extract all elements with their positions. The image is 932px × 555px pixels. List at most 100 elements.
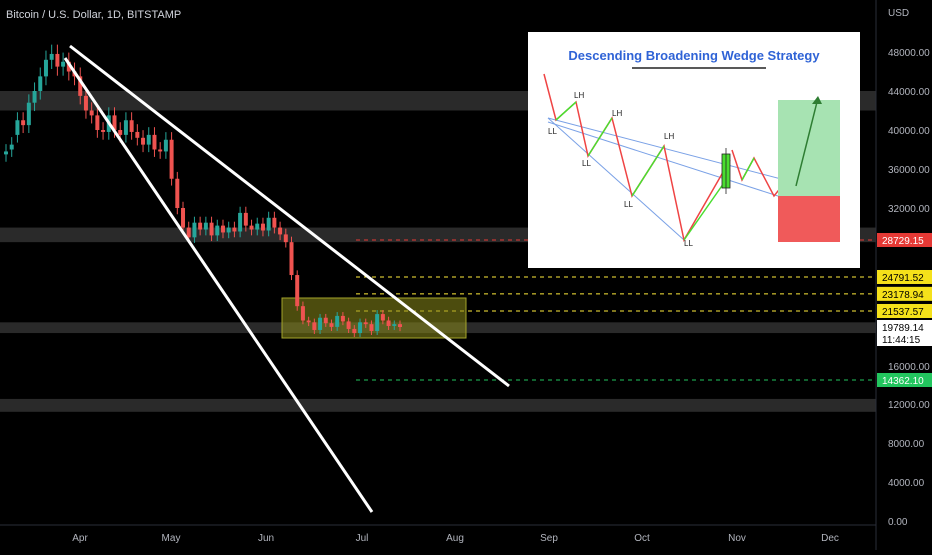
candle-body	[312, 322, 317, 330]
x-tick-label: Nov	[728, 533, 746, 544]
candle-body	[26, 102, 31, 126]
upper-wedge-line[interactable]	[69, 44, 510, 388]
candle-body	[186, 227, 191, 238]
y-tick-label: 8000.00	[888, 439, 925, 450]
x-tick-label: Sep	[540, 533, 558, 544]
x-tick-label: May	[162, 533, 181, 544]
candle-body	[66, 61, 71, 72]
time-axis[interactable]: Apr May Jun Jul Aug Sep Oct Nov Dec	[0, 524, 876, 544]
inset-up-leg-2	[587, 117, 613, 157]
inset-take-profit	[778, 100, 840, 196]
candle-body	[306, 320, 311, 323]
y-tick-label: 4000.00	[888, 478, 925, 489]
x-tick-label: Apr	[72, 533, 88, 544]
current-price-label: 19789.14	[882, 323, 924, 334]
candle-body	[238, 212, 243, 232]
candle-body	[226, 227, 231, 233]
level-badge-0	[877, 232, 932, 247]
candle-body	[380, 314, 385, 321]
candle-body	[272, 217, 277, 228]
candle-body	[61, 61, 66, 67]
candle-body	[101, 130, 106, 132]
candle-body	[163, 139, 168, 152]
candle-body	[346, 321, 351, 329]
current-price-badge	[877, 320, 932, 346]
candle-body	[181, 208, 186, 228]
y-tick-label: 36000.00	[888, 165, 930, 176]
inset-up-leg-1	[555, 101, 577, 121]
candle-body	[289, 242, 294, 276]
candle-body	[89, 110, 94, 116]
y-tick-label: 16000.00	[888, 362, 930, 373]
x-tick-label: Jun	[258, 533, 274, 544]
level-badge-label-2: 23178.94	[882, 290, 924, 301]
candle-body	[255, 223, 260, 230]
inset-label-ll-4: LL	[684, 239, 693, 248]
candle-body	[249, 225, 254, 230]
y-tick-label: 32000.00	[888, 204, 930, 215]
candle-body	[215, 225, 220, 236]
candle-body	[232, 227, 237, 232]
inset-arrow-head	[812, 96, 822, 104]
candle-body	[198, 222, 203, 230]
level-badge-label-3: 21537.57	[882, 307, 924, 318]
candle-body	[118, 130, 123, 135]
inset-label-ll-3: LL	[624, 200, 633, 209]
y-tick-group: 48000.00 44000.00 40000.00 36000.00 32000.00…	[888, 48, 930, 528]
chart-title: Bitcoin / U.S. Dollar, 1D, BITSTAMP	[6, 9, 182, 21]
candle-body	[152, 134, 157, 150]
candle-body	[340, 315, 345, 322]
level-badge-label-0: 28729.15	[882, 236, 924, 247]
y-tick-label: 44000.00	[888, 87, 930, 98]
sr-zone-3	[0, 398, 876, 412]
inset-lower-line	[547, 117, 685, 241]
y-tick-label: 0.00	[888, 517, 908, 528]
candle-body	[369, 324, 374, 332]
inset-label-ll-1: LL	[548, 127, 557, 136]
inset-target-arrow	[795, 97, 819, 187]
candle-body	[4, 151, 8, 155]
inset-flag-up	[741, 157, 755, 181]
inset-label-lh-3: LH	[664, 132, 674, 141]
candle-body	[398, 324, 402, 327]
candle-body	[329, 323, 334, 327]
level-badge-3	[877, 303, 932, 318]
x-tick-label: Dec	[821, 533, 839, 544]
candle-body	[38, 76, 43, 91]
candle-body	[220, 225, 225, 233]
lower-wedge-line[interactable]	[63, 57, 374, 513]
candle-body	[21, 120, 26, 126]
currency-label: USD	[888, 8, 909, 19]
level-badge-label-1: 24791.52	[882, 273, 924, 284]
candle-body	[203, 222, 208, 230]
candle-body	[78, 76, 83, 96]
y-tick-label: 48000.00	[888, 48, 930, 59]
candle-body	[43, 59, 48, 77]
candle-body	[323, 317, 328, 324]
price-axis[interactable]: USD 48000.00 44000.00 40000.00 36000.00 3200…	[875, 0, 930, 550]
candle-body	[135, 131, 140, 138]
candle-body	[175, 178, 180, 208]
inset-label-ll-2: LL	[582, 159, 591, 168]
inset-title: Descending Broadening Wedge Strategy	[568, 48, 820, 63]
inset-upper-line	[547, 117, 809, 187]
candle-body	[209, 222, 214, 236]
candle-body	[158, 149, 163, 152]
candle-body	[95, 115, 100, 130]
level-badge-2	[877, 286, 932, 301]
candle-body	[129, 120, 134, 132]
x-tick-group: Apr May Jun Jul Aug Sep Oct Nov Dec	[72, 533, 839, 544]
candle-body	[283, 234, 288, 243]
x-tick-label: Jul	[356, 533, 369, 544]
candle-body	[9, 144, 14, 150]
candle-body	[260, 223, 265, 231]
candle-body	[300, 306, 305, 321]
consolidation-box[interactable]	[281, 297, 467, 339]
candle-body	[318, 317, 323, 330]
candle-body	[335, 315, 340, 327]
candle-body	[278, 227, 283, 235]
countdown-label: 11:44:15	[882, 335, 921, 346]
candle-body	[352, 328, 357, 334]
